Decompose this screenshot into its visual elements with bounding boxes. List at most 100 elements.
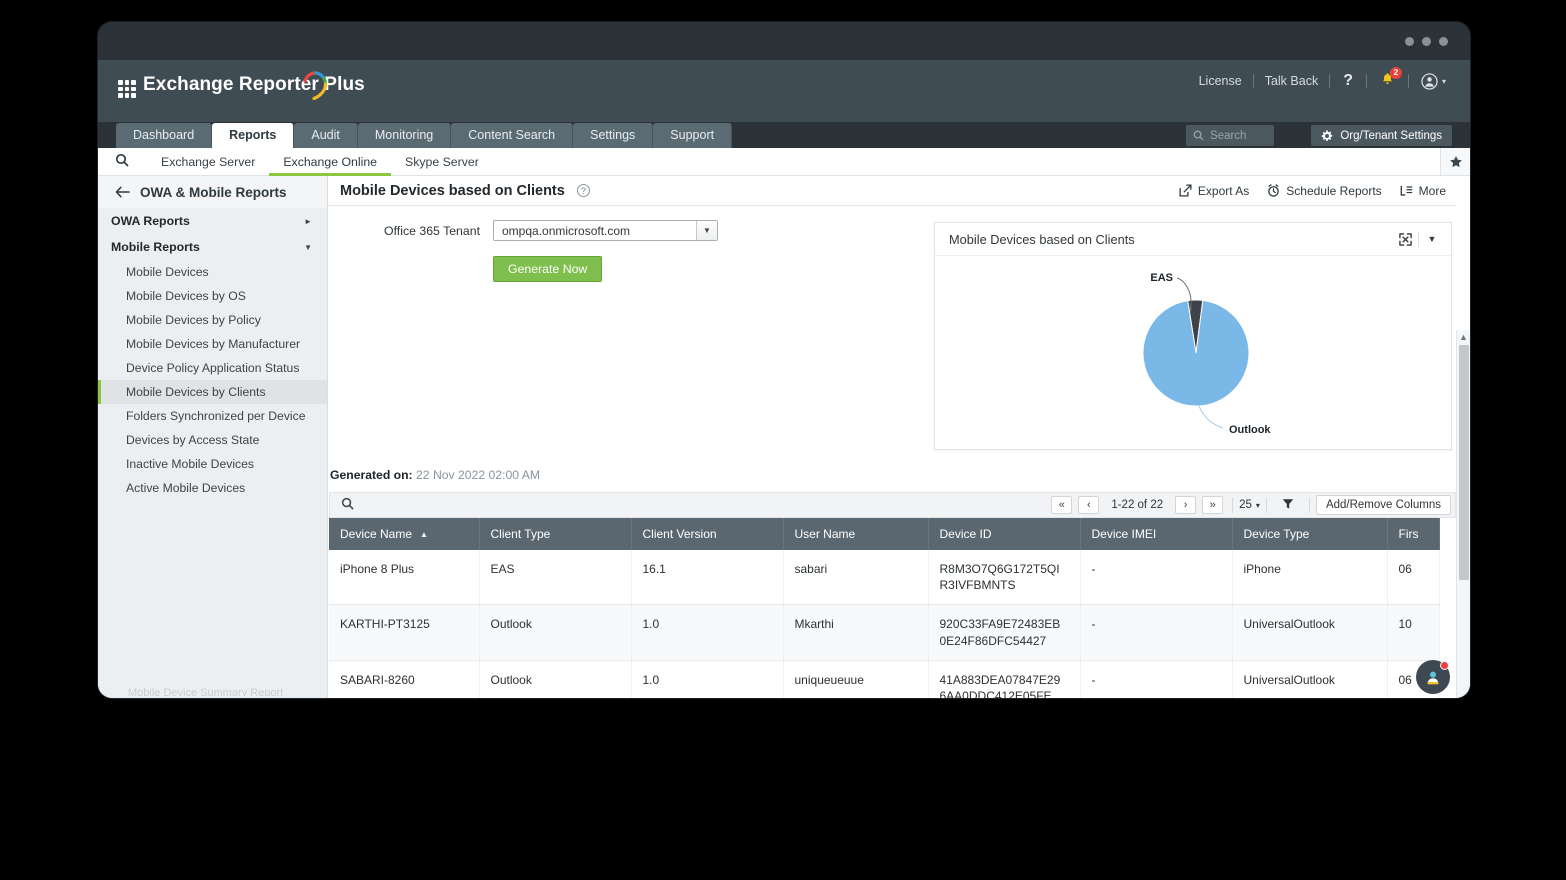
org-tenant-settings-button[interactable]: Org/Tenant Settings [1311, 125, 1452, 146]
tab-monitoring[interactable]: Monitoring [357, 123, 452, 148]
search-icon[interactable] [115, 153, 129, 170]
tab-settings[interactable]: Settings [573, 123, 654, 148]
tab-support[interactable]: Support [653, 123, 733, 148]
window-dot[interactable] [1422, 37, 1431, 46]
favorite-button[interactable] [1440, 148, 1470, 176]
pie-chart[interactable]: EAS Outlook [935, 256, 1453, 450]
bell-icon [1383, 73, 1392, 84]
content-panel: Mobile Devices based on Clients ? Export… [328, 176, 1456, 698]
report-table-wrapper[interactable]: Device Name ▲ Client Type Client Version Use… [329, 518, 1456, 698]
cell-client-version: 1.0 [631, 660, 784, 698]
notifications-button[interactable]: 2 [1367, 67, 1408, 90]
table-header-client-version[interactable]: Client Version [631, 518, 784, 550]
search-icon [341, 497, 354, 510]
question-mark-icon[interactable]: ? [576, 184, 590, 197]
license-link[interactable]: License [1198, 74, 1242, 88]
generate-now-button[interactable]: Generate Now [493, 256, 603, 282]
subnav-item-exchange-online[interactable]: Exchange Online [269, 148, 391, 176]
chart-menu-button[interactable]: ▼ [1427, 234, 1437, 244]
fullscreen-icon[interactable] [1392, 228, 1418, 250]
page-size-select[interactable]: 25 ▾ [1239, 499, 1260, 511]
gear-icon [1322, 130, 1333, 141]
sidebar-group-label: OWA Reports [111, 214, 190, 228]
sidebar-group-owa-reports[interactable]: OWA Reports ► [98, 208, 327, 234]
support-chat-button[interactable] [1416, 660, 1450, 694]
cell-device-id: 920C33FA9E72483EB0E24F86DFC54427 [928, 604, 1081, 661]
last-page-button[interactable]: » [1202, 496, 1224, 514]
sidebar-item-mobile-devices-by-os[interactable]: Mobile Devices by OS [126, 289, 246, 303]
talk-back-link[interactable]: Talk Back [1264, 74, 1319, 88]
star-icon [1449, 155, 1462, 167]
sidebar-group-label: Mobile Reports [111, 240, 200, 254]
subnav-item-exchange-server[interactable]: Exchange Server [161, 154, 256, 169]
next-page-button[interactable]: › [1175, 496, 1197, 514]
cell-first: 06 [1387, 550, 1440, 606]
sidebar-truncated-text: Mobile Device Summary Report [128, 687, 284, 696]
tab-audit[interactable]: Audit [294, 123, 358, 148]
sidebar-group-mobile-reports[interactable]: Mobile Reports ▼ [98, 234, 327, 260]
cell-device-imei: - [1080, 660, 1233, 698]
tenant-select-value: ompqa.onmicrosoft.com [502, 223, 631, 238]
table-row[interactable]: SABARI-8260 Outlook 1.0 uniqueueuue 41A883DE… [329, 660, 1440, 698]
sidebar-back-label: OWA & Mobile Reports [140, 184, 287, 200]
table-search-button[interactable] [330, 497, 354, 513]
window-dot[interactable] [1439, 37, 1448, 46]
more-button[interactable]: More [1400, 184, 1446, 198]
sidebar-back-button[interactable]: OWA & Mobile Reports [98, 176, 327, 208]
account-menu[interactable]: ▾ [1409, 72, 1452, 90]
table-header-device-name[interactable]: Device Name ▲ [329, 518, 480, 550]
sidebar-item-inactive-mobile-devices[interactable]: Inactive Mobile Devices [126, 457, 255, 471]
arrow-left-icon [115, 186, 130, 198]
table-header-device-id[interactable]: Device ID [928, 518, 1081, 550]
cell-client-version: 1.0 [631, 604, 784, 661]
primary-tabs: Dashboard Reports Audit Monitoring Content S… [116, 123, 733, 148]
table-row[interactable]: KARTHI-PT3125 Outlook 1.0 Mkarthi 920C33FA9E… [329, 604, 1440, 661]
tab-content-search[interactable]: Content Search [451, 123, 574, 148]
table-header-firs[interactable]: Firs [1387, 518, 1440, 550]
table-header-user-name[interactable]: User Name [783, 518, 929, 550]
sidebar-item-mobile-devices-by-clients[interactable]: Mobile Devices by Clients [98, 380, 327, 404]
tab-dashboard[interactable]: Dashboard [116, 123, 213, 148]
scroll-up-arrow-icon[interactable]: ▲ [1459, 332, 1468, 342]
pie-leader-line [1198, 405, 1224, 429]
sidebar-item-active-mobile-devices[interactable]: Active Mobile Devices [126, 481, 246, 495]
sidebar-item-mobile-devices-by-policy[interactable]: Mobile Devices by Policy [126, 313, 261, 327]
window-titlebar [98, 22, 1470, 60]
sidebar-item-mobile-devices-by-manufacturer[interactable]: Mobile Devices by Manufacturer [126, 337, 301, 351]
export-as-button[interactable]: Export As [1179, 184, 1249, 198]
window-dot[interactable] [1405, 37, 1414, 46]
subnav-item-skype-server[interactable]: Skype Server [405, 154, 479, 169]
header-search-placeholder: Search [1210, 129, 1247, 142]
grid-apps-icon[interactable] [118, 80, 136, 98]
cell-first: 10 [1387, 604, 1440, 661]
cell-client-version: 16.1 [631, 550, 784, 606]
vertical-scrollbar[interactable]: ▲ [1456, 330, 1470, 698]
pie-slice-outlook[interactable] [1142, 299, 1250, 407]
cell-device-type: UniversalOutlook [1232, 660, 1388, 698]
table-header-device-imei[interactable]: Device IMEI [1080, 518, 1233, 550]
page-info: 1-22 of 22 [1111, 499, 1164, 511]
tab-reports[interactable]: Reports [212, 123, 295, 148]
table-header-device-type[interactable]: Device Type [1232, 518, 1388, 550]
account-caret-icon: ▾ [1441, 76, 1446, 86]
chevron-right-icon: ► [304, 216, 312, 226]
add-remove-columns-button[interactable]: Add/Remove Columns [1315, 495, 1451, 515]
table-header-client-type[interactable]: Client Type [479, 518, 632, 550]
first-page-button[interactable]: « [1051, 496, 1073, 514]
tenant-select[interactable]: ompqa.onmicrosoft.com ▼ [493, 220, 718, 241]
funnel-icon [1282, 498, 1294, 509]
scrollbar-thumb[interactable] [1459, 345, 1469, 580]
sort-ascending-icon: ▲ [420, 530, 428, 540]
sidebar-item-devices-by-access-state[interactable]: Devices by Access State [126, 433, 260, 447]
sidebar-item-mobile-devices[interactable]: Mobile Devices [126, 265, 209, 279]
schedule-reports-button[interactable]: Schedule Reports [1267, 184, 1382, 198]
sidebar-item-device-policy-application-status[interactable]: Device Policy Application Status [126, 361, 300, 375]
sidebar-item-folders-synchronized-per-device[interactable]: Folders Synchronized per Device [126, 409, 306, 423]
table-row[interactable]: iPhone 8 Plus EAS 16.1 sabari R8M3O7Q6G172T5… [329, 550, 1440, 606]
header-search[interactable]: Search [1186, 125, 1274, 146]
chart-card: Mobile Devices based on Clients ▼ E [934, 222, 1452, 450]
filter-button[interactable] [1273, 498, 1303, 513]
window-controls[interactable] [1405, 37, 1448, 46]
prev-page-button[interactable]: ‹ [1078, 496, 1100, 514]
help-icon[interactable]: ? [1343, 72, 1353, 89]
